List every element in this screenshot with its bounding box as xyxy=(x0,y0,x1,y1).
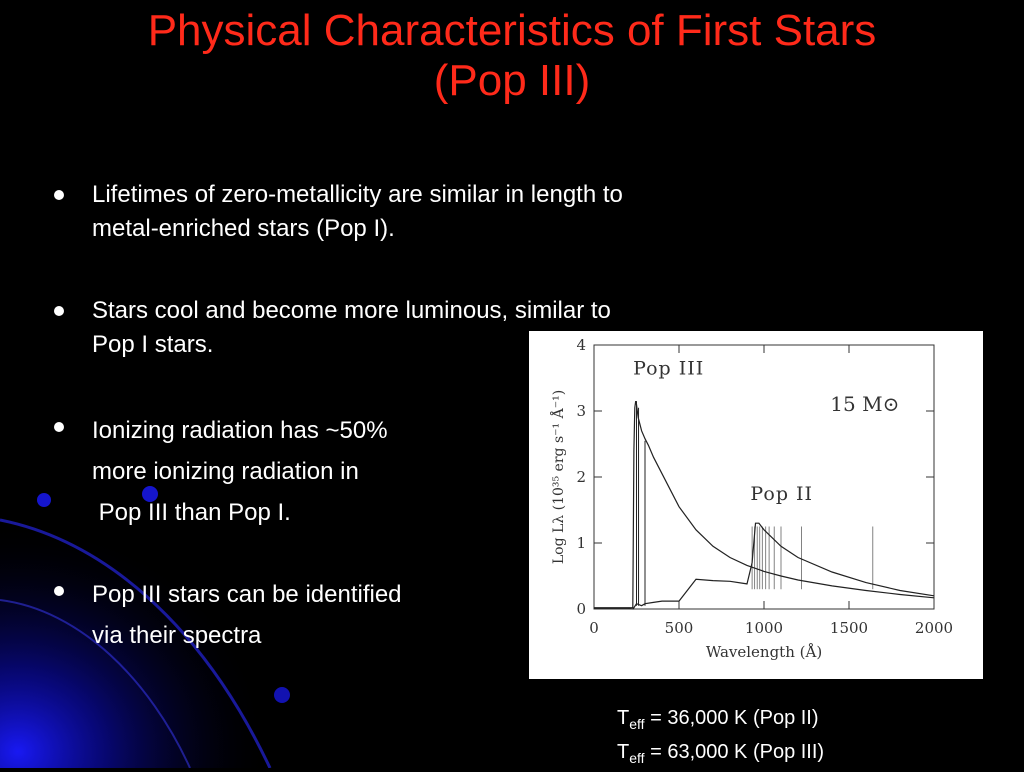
teff-pop2: Teff = 36,000 K (Pop II) xyxy=(617,707,819,732)
series-line-pop-iii xyxy=(594,400,935,609)
bullet-text: Stars cool and become more luminous, sim… xyxy=(92,294,611,362)
teff-list: Teff = 36,000 K (Pop II) Teff = 63,000 K… xyxy=(617,704,824,772)
bullet-text: Pop III stars can be identified via thei… xyxy=(92,574,402,656)
spectrum-chart: 0 500 1000 1500 2000 0 1 2 3 4 Wavelength (Å) Log L… xyxy=(529,331,983,679)
mass-annotation: 15 M⊙ xyxy=(830,392,899,416)
teff-pop3: Teff = 63,000 K (Pop III) xyxy=(617,741,825,766)
y-tick-label: 3 xyxy=(576,402,586,420)
series-label-pop-iii: Pop III xyxy=(633,358,704,380)
y-axis-label: Log Lλ (10³⁵ erg s⁻¹ Å⁻¹) xyxy=(549,390,567,564)
x-tick-label: 2000 xyxy=(915,619,953,637)
bullet-line: more ionizing radiation in xyxy=(92,458,359,485)
series-line-pop-ii xyxy=(594,522,935,610)
y-tick-label: 4 xyxy=(576,336,586,354)
bullet-dot-icon xyxy=(54,586,64,596)
x-tick-label: 0 xyxy=(589,619,599,637)
bullet-text: Lifetimes of zero-metallicity are simila… xyxy=(92,178,623,246)
series-label-pop-ii: Pop II xyxy=(750,483,813,505)
bullet-dot-icon xyxy=(54,422,64,432)
y-tick-label: 2 xyxy=(576,468,586,486)
bullet-line: Pop I stars. xyxy=(92,331,214,358)
bullet-line: Pop III stars can be identified xyxy=(92,581,402,608)
x-tick-label: 1500 xyxy=(830,619,868,637)
spectrum-chart-svg: 0 500 1000 1500 2000 0 1 2 3 4 Wavelength (Å) Log L… xyxy=(549,336,953,661)
bullet-line: metal-enriched stars (Pop I). xyxy=(92,215,395,242)
bullet-dot-icon xyxy=(54,190,64,200)
bullet-line: Lifetimes of zero-metallicity are simila… xyxy=(92,181,623,208)
title-line-2: (Pop III) xyxy=(433,56,591,105)
x-tick-label: 1000 xyxy=(745,619,783,637)
x-tick-label: 500 xyxy=(665,619,694,637)
y-tick-label: 1 xyxy=(576,534,586,552)
bullet-line: Ionizing radiation has ~50% xyxy=(92,417,388,444)
bullet-text: Ionizing radiation has ~50% more ionizin… xyxy=(92,410,388,533)
bullet-dot-icon xyxy=(54,306,64,316)
slide-title: Physical Characteristics of First Stars … xyxy=(0,6,1024,106)
y-tick-label: 0 xyxy=(576,600,586,618)
bullet-line: via their spectra xyxy=(92,622,262,649)
x-axis-label: Wavelength (Å) xyxy=(706,643,822,661)
bullet-line: Stars cool and become more luminous, sim… xyxy=(92,297,611,324)
title-line-1: Physical Characteristics of First Stars xyxy=(147,6,877,55)
bullet-line: Pop III than Pop I. xyxy=(92,499,291,526)
